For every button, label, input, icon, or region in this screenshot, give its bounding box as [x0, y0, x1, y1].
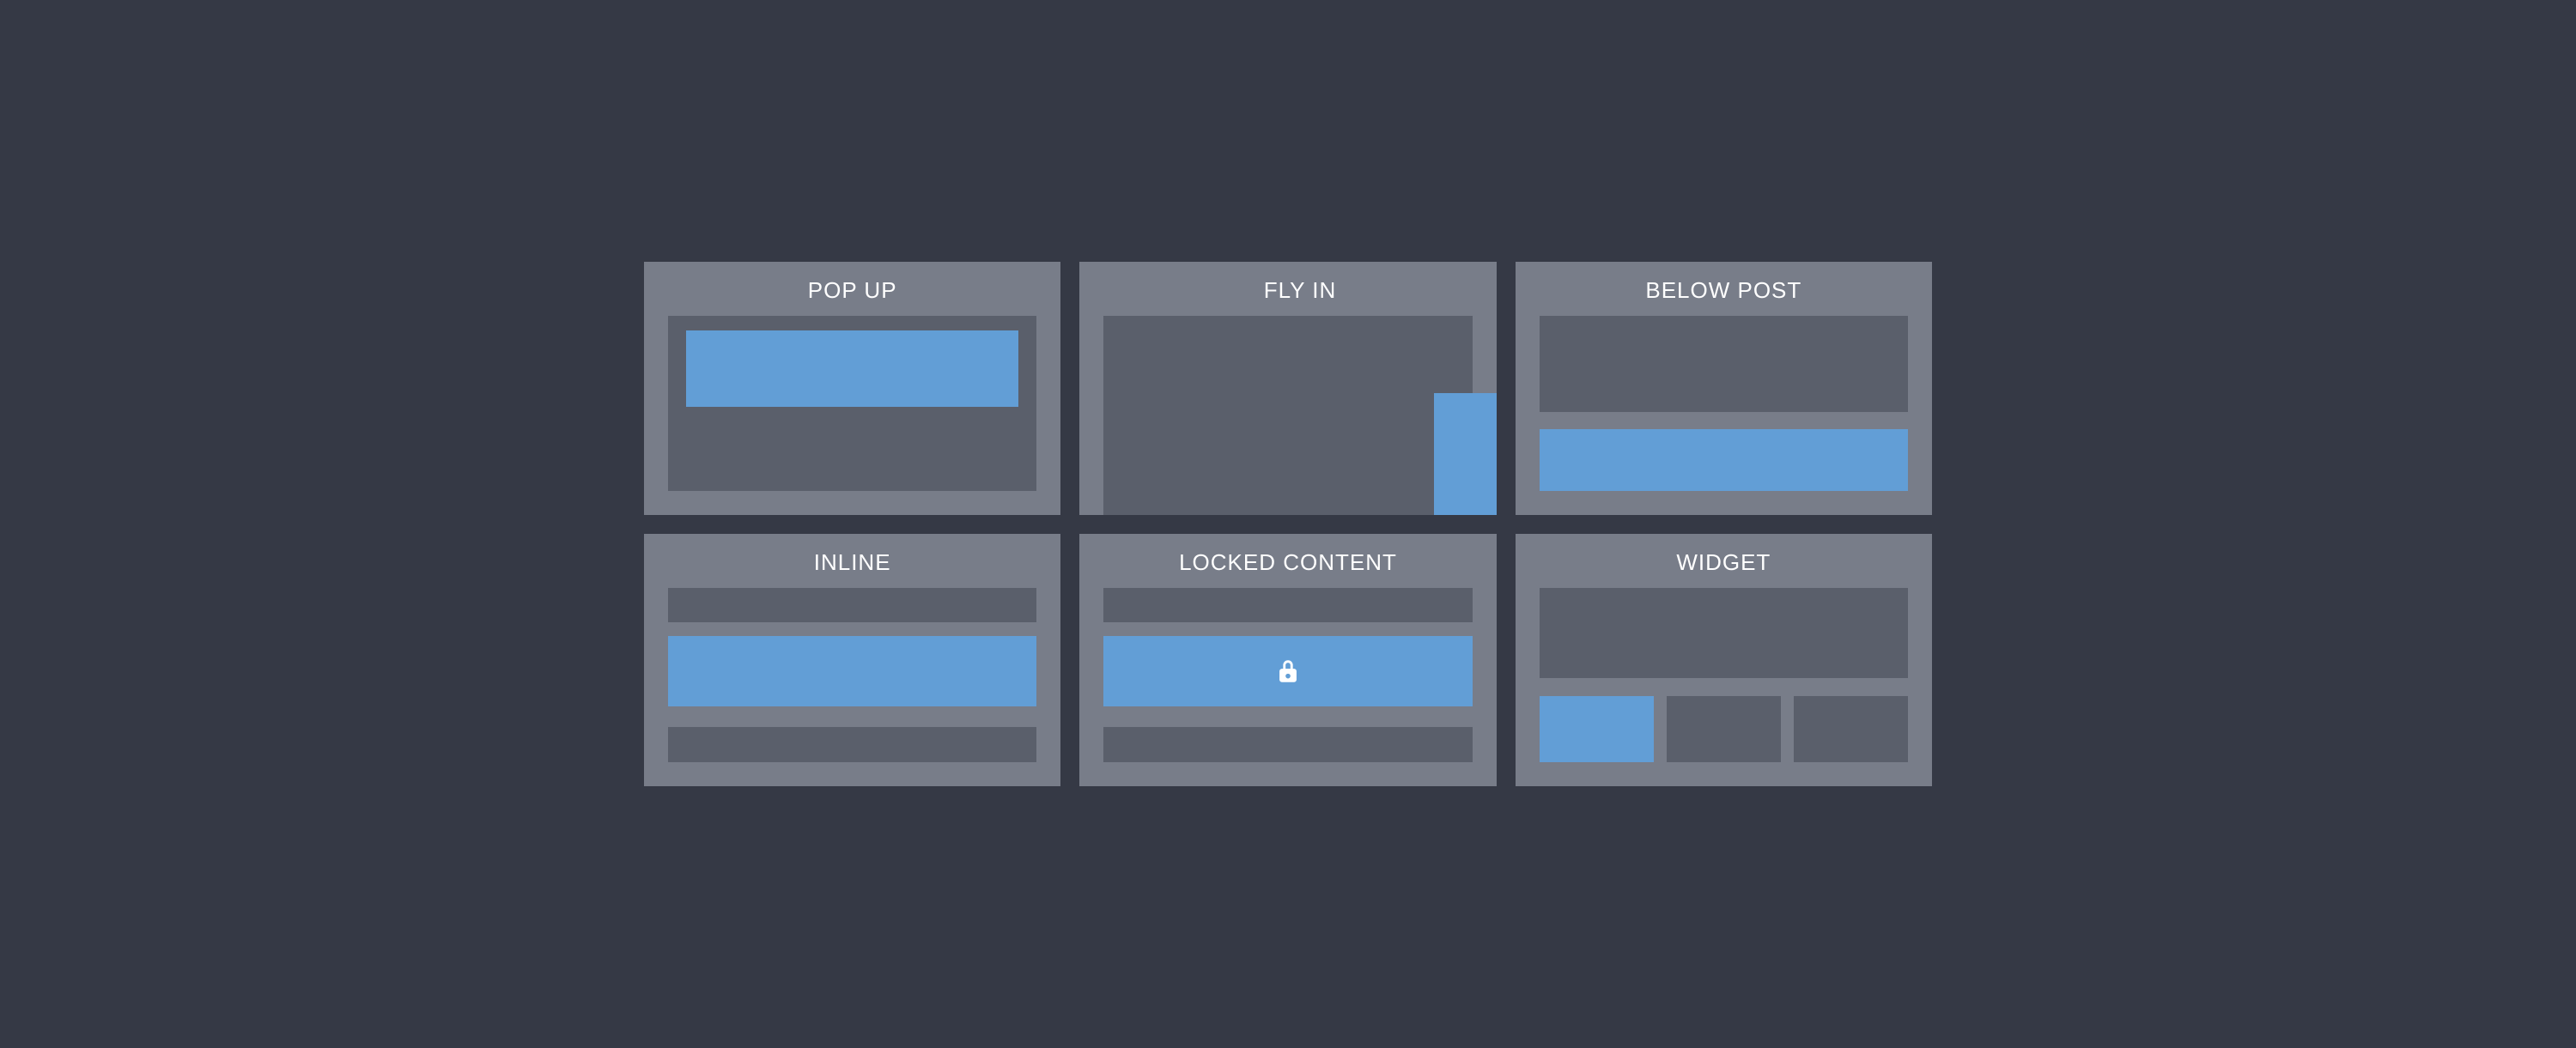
card-flyin[interactable]: FLY IN [1079, 262, 1496, 514]
card-title: INLINE [668, 549, 1036, 576]
widget-slot-3-block [1794, 696, 1908, 762]
content-above-block [1103, 588, 1472, 623]
card-title: POP UP [668, 277, 1036, 304]
content-above-block [668, 588, 1036, 623]
card-title: LOCKED CONTENT [1103, 549, 1472, 576]
lock-icon [1273, 657, 1303, 686]
card-popup[interactable]: POP UP [644, 262, 1060, 514]
card-below-post[interactable]: BELOW POST [1516, 262, 1932, 514]
card-title: BELOW POST [1540, 277, 1908, 304]
content-below-block [668, 727, 1036, 762]
cta-bar-block [1540, 429, 1908, 490]
widget-slot-1-block [1540, 696, 1654, 762]
illustration-widget [1540, 588, 1908, 762]
illustration-popup [668, 316, 1036, 490]
card-widget[interactable]: WIDGET [1516, 534, 1932, 786]
illustration-below-post [1540, 316, 1908, 490]
flyin-tab-block [1434, 393, 1497, 514]
outer-frame-block [1103, 316, 1472, 514]
illustration-inline [668, 588, 1036, 762]
optin-types-grid: POP UP FLY IN BELOW POST INLINE LOCKED C… [644, 262, 1932, 786]
cta-bar-block [686, 330, 1018, 407]
card-title: WIDGET [1540, 549, 1908, 576]
cta-bar-block [668, 636, 1036, 706]
card-inline[interactable]: INLINE [644, 534, 1060, 786]
post-body-block [1540, 316, 1908, 412]
locked-bar-block [1103, 636, 1472, 706]
illustration-flyin [1103, 316, 1472, 514]
main-content-block [1540, 588, 1908, 679]
card-locked-content[interactable]: LOCKED CONTENT [1079, 534, 1496, 786]
widget-slot-2-block [1667, 696, 1781, 762]
illustration-locked [1103, 588, 1472, 762]
card-title: FLY IN [1103, 277, 1496, 304]
content-below-block [1103, 727, 1472, 762]
